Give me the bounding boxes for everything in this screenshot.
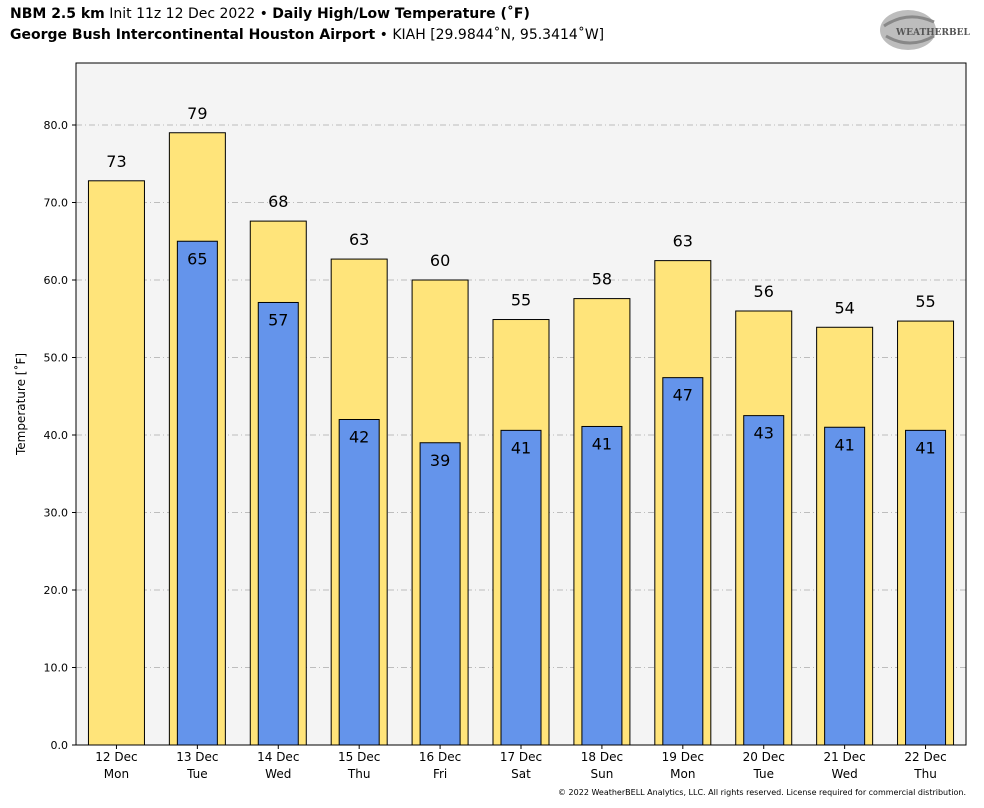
x-tick-day: Sat [511,767,531,781]
high-temp-label: 79 [187,104,207,123]
station-name: George Bush Intercontinental Houston Air… [10,27,376,43]
x-tick-date: 21 Dec [823,750,865,764]
x-tick-day: Tue [186,767,208,781]
y-tick-label: 20.0 [44,584,69,597]
x-tick-date: 18 Dec [581,750,623,764]
high-temp-label: 55 [915,292,935,311]
high-temp-label: 58 [592,270,612,289]
station-info: KIAH [29.9844˚N, 95.3414˚W] [392,27,605,43]
x-tick-date: 16 Dec [419,750,461,764]
low-temp-label: 41 [511,438,531,457]
x-tick-date: 20 Dec [743,750,785,764]
weatherbell-logo: WEATHERBELL [880,10,970,50]
x-tick-date: 19 Dec [662,750,704,764]
low-temp-bar [419,442,461,746]
x-tick-date: 22 Dec [904,750,946,764]
high-temp-label: 63 [673,232,693,251]
high-temp-label: 60 [430,251,450,270]
high-temp-label: 63 [349,230,369,249]
x-tick-day: Fri [433,767,447,781]
logo-text: WEATHERBELL [895,28,970,38]
low-temp-label: 41 [834,435,854,454]
y-tick-label: 10.0 [44,662,69,675]
x-tick-date: 13 Dec [176,750,218,764]
x-tick-day: Tue [752,767,774,781]
x-tick-day: Sun [590,767,613,781]
low-temp-bar [743,415,785,746]
low-temp-bar [581,425,623,746]
bars: 73 79 65 68 57 63 42 60 39 55 41 58 41 63 47 56 43 54 41 55… [87,104,955,746]
header-bullet: • [379,27,388,43]
model-name: NBM 2.5 km [10,6,105,22]
y-tick-label: 40.0 [44,429,69,442]
x-tick-date: 14 Dec [257,750,299,764]
copyright-notice: © 2022 WeatherBELL Analytics, LLC. All r… [558,788,966,797]
y-tick-label: 60.0 [44,274,69,287]
x-tick-date: 15 Dec [338,750,380,764]
product-title: Daily High/Low Temperature (˚F) [272,6,530,22]
chart-header-line-1: NBM 2.5 km Init 11z 12 Dec 2022 • Daily … [10,6,530,22]
x-tick-day: Mon [104,767,129,781]
low-temp-bar [338,419,380,746]
chart-header-line-2: George Bush Intercontinental Houston Air… [10,27,604,43]
high-temp-bar [87,180,145,746]
high-temp-label: 54 [834,298,854,317]
high-temp-label: 55 [511,291,531,310]
high-temp-label: 56 [754,282,774,301]
low-temp-bar [500,429,542,746]
high-temp-label: 73 [106,152,126,171]
init-time: Init 11z 12 Dec 2022 [109,6,256,22]
high-temp-label: 68 [268,192,288,211]
y-tick-label: 50.0 [44,352,69,365]
low-temp-bar [176,240,218,746]
low-temp-label: 57 [268,310,288,329]
low-temp-bar [905,429,947,746]
y-tick-label: 0.0 [51,739,69,752]
x-tick-day: Mon [670,767,695,781]
low-temp-label: 42 [349,428,369,447]
low-temp-label: 43 [754,424,774,443]
y-axis-title: Temperature [˚F] [13,353,28,456]
x-tick-date: 17 Dec [500,750,542,764]
low-temp-label: 39 [430,451,450,470]
x-tick-day: Wed [832,767,858,781]
y-tick-label: 80.0 [44,119,69,132]
low-temp-label: 41 [915,438,935,457]
x-tick-date: 12 Dec [95,750,137,764]
x-tick-day: Thu [347,767,371,781]
low-temp-label: 47 [673,386,693,405]
low-temp-label: 41 [592,434,612,453]
low-temp-label: 65 [187,249,207,268]
x-tick-day: Wed [265,767,291,781]
y-tick-label: 70.0 [44,197,69,210]
low-temp-bar [257,301,299,746]
axes: 0.0 10.0 20.0 30.0 40.0 50.0 60.0 70.0 80.0 12 De… [44,119,947,781]
low-temp-bar [662,377,704,746]
low-temp-bar [824,426,866,746]
y-tick-label: 30.0 [44,507,69,520]
header-bullet: • [259,6,268,22]
x-tick-day: Thu [913,767,937,781]
